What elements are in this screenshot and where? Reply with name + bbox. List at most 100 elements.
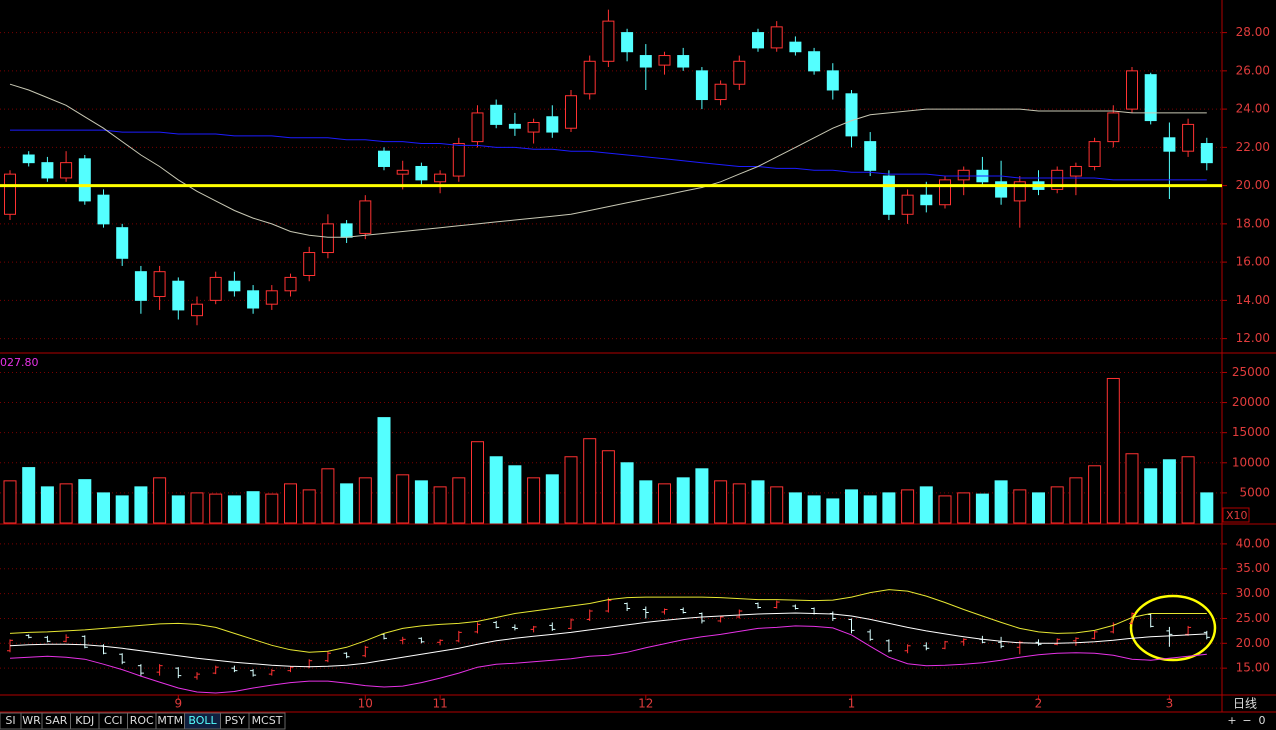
y-tick-label: 25000 xyxy=(1232,365,1270,379)
candle-body xyxy=(434,173,447,183)
highlight-ellipse xyxy=(1129,594,1217,662)
y-tick-label: 12.00 xyxy=(1236,331,1270,345)
candle-body xyxy=(1144,74,1157,122)
volume-bar xyxy=(770,486,784,524)
candle-body xyxy=(939,179,951,206)
candle-body xyxy=(621,32,634,53)
volume-bar xyxy=(564,456,578,524)
volume-bar xyxy=(620,462,634,524)
candle-body xyxy=(22,154,35,164)
candle-body xyxy=(265,290,278,305)
volume-bar xyxy=(358,477,372,524)
candle-body xyxy=(770,26,783,49)
indicator-line xyxy=(10,129,1207,181)
volume-bar xyxy=(975,493,989,524)
candle-body xyxy=(1126,70,1138,110)
volume-bar xyxy=(695,468,709,524)
x-tick-label: 10 xyxy=(358,697,373,711)
candle-body xyxy=(527,121,540,133)
volume-bar xyxy=(22,467,36,524)
volume-bar xyxy=(340,483,354,524)
candle-body xyxy=(901,194,914,215)
candle-body xyxy=(1107,112,1120,143)
volume-bar xyxy=(527,477,541,524)
volume-bar xyxy=(1032,492,1045,524)
candle-body xyxy=(546,116,559,133)
candle-body xyxy=(789,41,802,53)
candle-body xyxy=(752,32,764,49)
candle-body xyxy=(658,55,671,66)
y-tick-label: 26.00 xyxy=(1236,63,1270,77)
x-tick-label: 9 xyxy=(174,697,182,711)
candle-body xyxy=(995,181,1008,198)
candle-body xyxy=(359,200,372,234)
y-tick-label: 18.00 xyxy=(1236,216,1270,230)
tab-label: MTM xyxy=(157,714,183,727)
volume-bar xyxy=(676,477,690,524)
candle-body xyxy=(247,290,260,309)
volume-bar xyxy=(3,480,17,524)
control-button[interactable]: 0 xyxy=(1259,714,1266,727)
tab[interactable] xyxy=(248,712,286,730)
volume-bar xyxy=(994,480,1008,524)
candle-body xyxy=(826,70,839,91)
y-tick-label: 15000 xyxy=(1232,425,1270,439)
volume-bar xyxy=(97,492,110,524)
volume-bar xyxy=(78,479,92,524)
indicator-line xyxy=(9,612,1207,668)
candle-body xyxy=(733,60,746,85)
volume-bar xyxy=(40,486,54,524)
volume-bar xyxy=(1088,465,1102,524)
tab-label: MCST xyxy=(252,714,283,727)
candle-body xyxy=(1069,165,1082,177)
volume-bar xyxy=(153,477,167,524)
volume-bar xyxy=(751,480,765,524)
tab-label: SI xyxy=(5,714,15,727)
volume-bar xyxy=(788,492,802,524)
indicator-line xyxy=(9,83,1207,238)
y-tick-label: 40.00 xyxy=(1236,536,1270,550)
tab-label: CCI xyxy=(104,714,123,727)
candle-body xyxy=(172,280,185,311)
period-label: 日线 xyxy=(1233,697,1257,711)
candle-body xyxy=(321,223,334,254)
volume-bar xyxy=(452,477,466,524)
control-button[interactable]: − xyxy=(1242,714,1251,727)
volume-bar xyxy=(209,493,223,524)
volume-bar xyxy=(583,438,597,524)
volume-bar xyxy=(639,480,653,524)
tab-label: ROC xyxy=(130,714,154,727)
candle-body xyxy=(340,223,353,238)
candle-body xyxy=(882,175,895,215)
volume-bar xyxy=(938,495,952,524)
candle-body xyxy=(41,162,54,179)
candle-body xyxy=(583,60,596,95)
volume-bar xyxy=(658,483,671,524)
volume-bar xyxy=(1050,486,1064,524)
y-tick-label: 16.00 xyxy=(1236,255,1270,269)
x-tick-label: 11 xyxy=(432,697,447,711)
candle-body xyxy=(452,143,465,177)
volume-bar xyxy=(901,489,915,524)
candle-body xyxy=(284,276,297,292)
candle-body xyxy=(695,70,708,101)
y-tick-label: 35.00 xyxy=(1236,561,1270,575)
candle-body xyxy=(1013,181,1026,202)
candle-body xyxy=(303,252,316,276)
control-button[interactable]: + xyxy=(1227,714,1236,727)
x-tick-label: 3 xyxy=(1166,697,1174,711)
candle-body xyxy=(134,271,147,301)
volume-bar xyxy=(826,498,840,524)
candle-body xyxy=(845,93,858,137)
volume-bar xyxy=(115,495,129,524)
candle-body xyxy=(60,162,73,179)
volume-bar xyxy=(957,492,971,524)
unit-box xyxy=(1222,507,1250,523)
volume-bar xyxy=(863,495,877,524)
candle-body xyxy=(957,169,970,181)
volume-bar xyxy=(471,441,484,524)
y-tick-label: 10000 xyxy=(1232,455,1270,469)
candle-body xyxy=(153,271,166,298)
candle-body xyxy=(1051,169,1064,190)
